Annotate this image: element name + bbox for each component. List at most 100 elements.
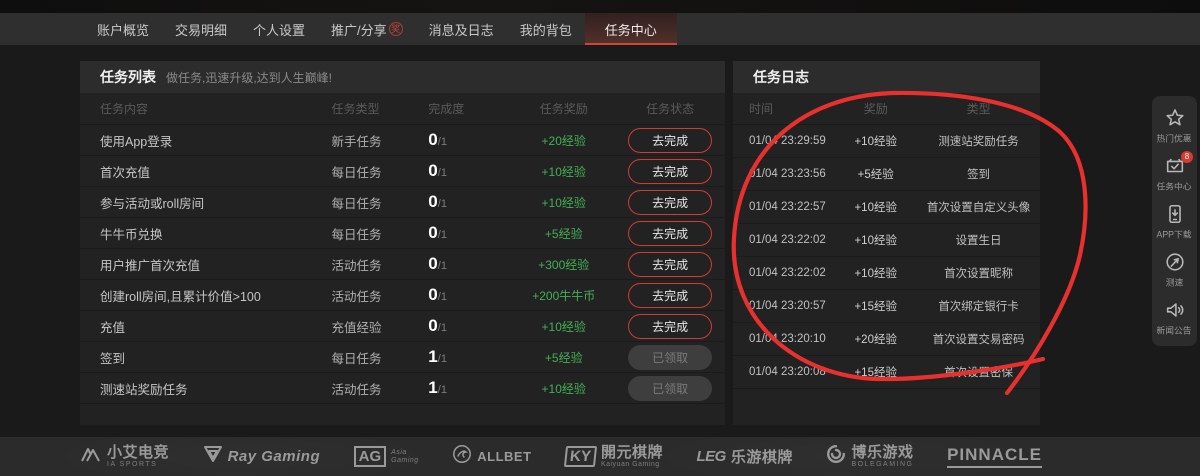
task-completion: 0/1 [428, 161, 447, 180]
main-nav: 账户概览 交易明细 个人设置 推广/分享 奖 消息及日志 我的背包 任务中心 [0, 13, 1200, 45]
task-completion: 0/1 [428, 192, 447, 211]
task-completion: 0/1 [428, 130, 447, 149]
sidebar-item-label: 任务中心 [1157, 182, 1192, 193]
task-action-button[interactable]: 已领取 [628, 375, 713, 401]
task-reward: +300经验 [538, 257, 590, 272]
nav-tab[interactable]: 账户概览 [97, 22, 150, 38]
task-action-button[interactable]: 去完成 [628, 313, 713, 339]
col-task-completion: 完成度 [428, 102, 465, 116]
award-badge-icon: 奖 [388, 22, 403, 36]
content-area: 任务列表 做任务,迅速升级,达到人生巅峰! 任务内容 任务类型 完成度 任务奖励… [0, 45, 1200, 437]
task-action-button[interactable]: 去完成 [628, 189, 713, 215]
task-action-button[interactable]: 已领取 [628, 344, 713, 370]
task-completion: 0/1 [428, 285, 447, 304]
page-top-strip [0, 0, 1200, 13]
task-action-button[interactable]: 去完成 [628, 127, 713, 153]
sidebar-item-hot-offers[interactable]: 热门优惠 [1152, 104, 1197, 148]
task-status: 去完成 [615, 158, 725, 184]
task-reward: +10经验 [541, 319, 586, 334]
task-content: 参与活动或roll房间 [100, 196, 205, 211]
task-content: 使用App登录 [100, 134, 173, 149]
dragon-emblem-icon [452, 444, 472, 469]
logo-ray-gaming: Ray Gaming [203, 445, 321, 468]
task-content: 牛牛币兑换 [100, 227, 163, 242]
log-reward: +10经验 [854, 202, 897, 214]
task-row: 充值 充值经验 0/1 +10经验 去完成 [80, 311, 725, 342]
task-reward: +10经验 [541, 195, 586, 210]
log-type: 首次绑定银行卡 [938, 301, 1019, 313]
task-type: 每日任务 [331, 165, 382, 180]
sidebar-item-app-download[interactable]: APP下载 [1152, 200, 1197, 244]
log-reward: +10经验 [854, 268, 897, 280]
task-status: 已领取 [615, 344, 725, 370]
col-log-type: 类型 [966, 102, 991, 116]
task-reward: +20经验 [541, 133, 586, 148]
task-reward: +5经验 [544, 350, 583, 365]
task-log-title: 任务日志 [753, 69, 809, 85]
task-type: 每日任务 [331, 196, 382, 211]
task-content: 测速站奖励任务 [100, 382, 188, 397]
task-action-button[interactable]: 去完成 [628, 220, 713, 246]
task-list-subtitle: 做任务,迅速升级,达到人生巅峰! [166, 70, 333, 85]
sidebar-item-news[interactable]: 新闻公告 [1152, 296, 1197, 340]
news-icon [1164, 299, 1186, 321]
ray-triangle-icon [203, 445, 223, 468]
task-completion: 0/1 [428, 316, 447, 335]
task-content: 首次充值 [100, 165, 151, 180]
task-status: 去完成 [615, 189, 725, 215]
task-row: 签到 每日任务 1/1 +5经验 已领取 [80, 342, 725, 373]
nav-tab[interactable]: 任务中心 [584, 13, 677, 45]
logo-allbet: ALLBET [452, 444, 531, 469]
log-rows: 01/04 23:29:59 +10经验 测速站奖励任务 01/04 23:23… [733, 125, 1040, 389]
task-reward: +10经验 [541, 164, 586, 179]
task-log-header: 任务日志 [733, 61, 1040, 93]
log-row: 01/04 23:22:02 +10经验 首次设置昵称 [733, 257, 1040, 290]
logo-asia-gaming: AG Asia Gaming [353, 446, 419, 467]
task-log-panel: 任务日志 时间 奖励 类型 01/04 23:29:59 +10经验 测速站奖励… [733, 61, 1040, 425]
task-row: 测速站奖励任务 活动任务 1/1 +10经验 已领取 [80, 373, 725, 404]
log-time: 01/04 23:20:08 [749, 366, 826, 378]
task-status: 去完成 [615, 220, 725, 246]
log-type: 签到 [967, 169, 991, 181]
task-action-button[interactable]: 去完成 [628, 158, 713, 184]
log-type: 测速站奖励任务 [938, 136, 1019, 148]
log-reward: +15经验 [854, 301, 897, 313]
mountain-icon [80, 445, 102, 468]
bole-circle-icon [826, 444, 846, 469]
col-task-type: 任务类型 [331, 102, 380, 116]
task-status: 去完成 [615, 282, 725, 308]
task-reward: +200牛牛币 [532, 288, 596, 303]
nav-tab[interactable]: 个人设置 [253, 22, 306, 38]
task-list-header: 任务列表 做任务,迅速升级,达到人生巅峰! [80, 61, 725, 93]
col-task-reward: 任务奖励 [539, 102, 588, 116]
sidebar-item-task-center[interactable]: 8 任务中心 [1152, 151, 1197, 196]
log-row: 01/04 23:23:56 +5经验 签到 [733, 158, 1040, 191]
task-action-button[interactable]: 去完成 [628, 282, 713, 308]
log-type: 首次设置密保 [944, 367, 1014, 379]
quick-access-sidebar: 热门优惠 8 任务中心 APP下载 测速 [1152, 96, 1197, 346]
col-log-reward: 奖励 [863, 102, 888, 116]
task-row: 牛牛币兑换 每日任务 0/1 +5经验 去完成 [80, 218, 725, 249]
task-center-badge: 8 [1181, 151, 1193, 163]
nav-tab[interactable]: 交易明细 [175, 22, 228, 38]
log-type: 设置生日 [955, 235, 1002, 247]
sidebar-item-speed-test[interactable]: 测速 [1152, 248, 1197, 292]
task-action-button[interactable]: 去完成 [628, 251, 713, 277]
log-row: 01/04 23:20:57 +15经验 首次绑定银行卡 [733, 290, 1040, 323]
log-reward: +15经验 [854, 367, 897, 379]
task-completion: 0/1 [428, 223, 447, 242]
nav-tab[interactable]: 推广/分享 奖 [318, 13, 416, 45]
sidebar-item-label: 热门优惠 [1157, 134, 1192, 145]
star-icon [1164, 107, 1186, 129]
nav-tab[interactable]: 消息及日志 [428, 22, 494, 38]
nav-tab[interactable]: 我的背包 [519, 22, 572, 38]
task-reward: +5经验 [544, 226, 583, 241]
task-type: 活动任务 [331, 382, 382, 397]
log-time: 01/04 23:20:57 [749, 300, 826, 312]
task-type: 活动任务 [331, 258, 382, 273]
logo-leg: LEG 乐游棋牌 [696, 448, 793, 466]
log-time: 01/04 23:22:02 [749, 267, 826, 279]
task-type: 每日任务 [331, 227, 382, 242]
task-completion: 1/1 [428, 347, 447, 366]
task-row: 用户推广首次充值 活动任务 0/1 +300经验 去完成 [80, 249, 725, 280]
